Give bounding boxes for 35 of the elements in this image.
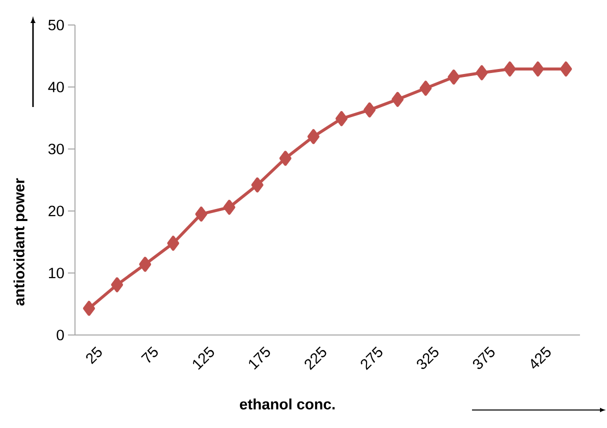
x-tick-label: 75 [140,346,158,363]
point [532,62,544,77]
point [504,62,516,77]
x-tick-label: 375 [472,346,495,370]
x-tick-label: 225 [304,346,326,370]
y-tick-label: 10 [48,268,64,278]
point [223,200,236,215]
point [476,65,488,80]
y-tick-label: 50 [48,20,64,30]
x-tick-label: 125 [192,346,214,370]
x-tick-label: 325 [416,346,438,370]
point [364,102,376,118]
y-tick-label: 20 [48,206,64,216]
point [111,277,124,292]
point [560,62,572,77]
point [139,256,152,272]
x-tick-label: 425 [531,346,551,369]
point [195,206,208,222]
point [420,80,432,96]
x-tick-label: 175 [248,346,270,370]
point [83,300,96,316]
point [279,150,292,166]
y-tick-label: 0 [56,330,64,340]
point [392,92,404,107]
point [448,70,460,85]
point [251,177,264,192]
x-tick-label: 25 [86,346,102,364]
x-tick-label: 275 [360,346,382,370]
y-tick-label: 30 [48,144,64,154]
y-axis-title: antioxidant power [13,178,28,306]
point [336,111,348,126]
y-tick-label: 40 [48,82,64,92]
point [307,129,320,144]
x-axis-title: ethanol conc. [240,398,335,410]
point [167,236,180,251]
